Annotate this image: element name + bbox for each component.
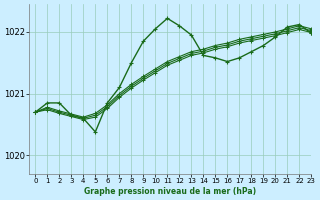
X-axis label: Graphe pression niveau de la mer (hPa): Graphe pression niveau de la mer (hPa) bbox=[84, 187, 256, 196]
